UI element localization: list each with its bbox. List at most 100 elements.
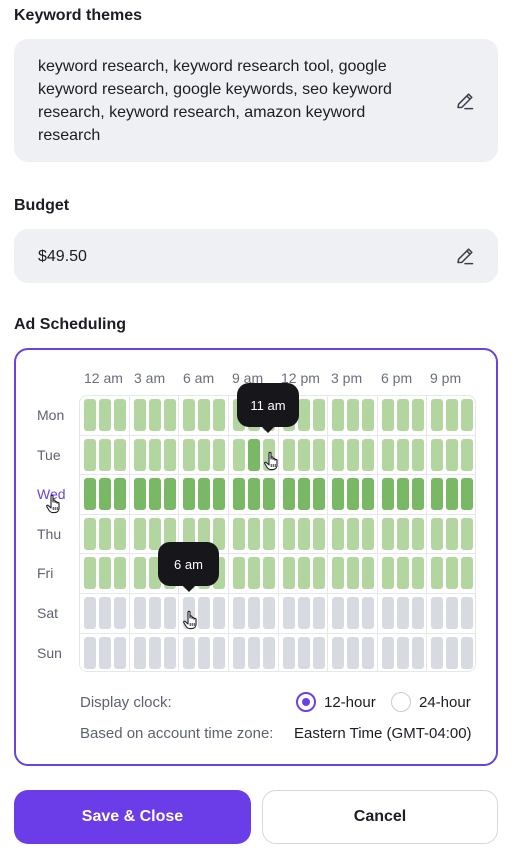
schedule-slot[interactable]	[332, 399, 345, 431]
schedule-slot[interactable]	[99, 597, 111, 629]
schedule-slot[interactable]	[396, 438, 409, 471]
schedule-slot[interactable]	[446, 478, 459, 511]
schedule-slot[interactable]	[411, 636, 424, 669]
schedule-slot[interactable]	[84, 438, 96, 471]
schedule-slot[interactable]	[198, 399, 211, 431]
schedule-slot[interactable]	[362, 517, 375, 550]
schedule-slot[interactable]	[381, 399, 394, 431]
schedule-slot[interactable]	[133, 597, 146, 629]
schedule-slot[interactable]	[332, 517, 345, 550]
schedule-slot[interactable]	[396, 399, 409, 431]
pencil-icon[interactable]	[454, 90, 476, 112]
schedule-slot[interactable]	[381, 438, 394, 471]
schedule-slot[interactable]	[232, 517, 245, 550]
schedule-slot[interactable]	[461, 517, 474, 550]
save-close-button[interactable]: Save & Close	[14, 790, 251, 844]
schedule-slot[interactable]	[148, 399, 161, 431]
schedule-slot[interactable]	[282, 438, 295, 471]
schedule-slot[interactable]	[114, 597, 126, 629]
schedule-slot[interactable]	[262, 517, 275, 550]
schedule-slot[interactable]	[84, 478, 96, 511]
schedule-slot[interactable]	[297, 517, 310, 550]
radio-24-hour-label[interactable]: 24-hour	[419, 694, 471, 711]
schedule-slot[interactable]	[84, 557, 96, 590]
schedule-slot[interactable]	[163, 478, 176, 511]
schedule-slot[interactable]	[198, 636, 211, 669]
schedule-slot[interactable]	[133, 557, 146, 590]
schedule-slot[interactable]	[347, 557, 360, 590]
schedule-slot[interactable]	[247, 478, 260, 511]
schedule-slot[interactable]	[262, 636, 275, 669]
schedule-slot[interactable]	[312, 557, 325, 590]
schedule-slot[interactable]	[282, 636, 295, 669]
schedule-slot[interactable]	[411, 399, 424, 431]
schedule-slot[interactable]	[262, 597, 275, 629]
schedule-slot[interactable]	[431, 557, 444, 590]
schedule-slot[interactable]	[183, 478, 196, 511]
schedule-slot[interactable]	[411, 438, 424, 471]
schedule-slot[interactable]	[114, 517, 126, 550]
schedule-slot[interactable]	[213, 438, 226, 471]
schedule-slot[interactable]	[163, 438, 176, 471]
radio-12-hour-label[interactable]: 12-hour	[324, 694, 376, 711]
schedule-slot[interactable]	[461, 399, 474, 431]
budget-field[interactable]: $49.50	[14, 229, 498, 283]
schedule-slot[interactable]	[411, 597, 424, 629]
schedule-slot[interactable]	[362, 478, 375, 511]
schedule-slot[interactable]	[312, 636, 325, 669]
schedule-slot[interactable]	[446, 438, 459, 471]
schedule-slot[interactable]	[213, 399, 226, 431]
schedule-slot[interactable]	[114, 557, 126, 590]
schedule-slot[interactable]	[362, 399, 375, 431]
schedule-slot[interactable]	[347, 517, 360, 550]
schedule-slot[interactable]	[213, 636, 226, 669]
cancel-button[interactable]: Cancel	[262, 790, 498, 844]
schedule-slot[interactable]	[99, 636, 111, 669]
schedule-slot[interactable]	[213, 597, 226, 629]
schedule-slot[interactable]	[297, 399, 310, 431]
schedule-slot[interactable]	[133, 478, 146, 511]
schedule-slot[interactable]	[183, 636, 196, 669]
schedule-slot[interactable]	[381, 478, 394, 511]
schedule-slot[interactable]	[312, 478, 325, 511]
schedule-slot[interactable]	[396, 478, 409, 511]
schedule-slot[interactable]	[312, 517, 325, 550]
schedule-slot[interactable]	[282, 597, 295, 629]
schedule-slot[interactable]	[461, 557, 474, 590]
schedule-slot[interactable]	[163, 597, 176, 629]
schedule-slot[interactable]	[114, 478, 126, 511]
schedule-slot[interactable]	[84, 517, 96, 550]
schedule-slot[interactable]	[183, 517, 196, 550]
schedule-slot[interactable]	[148, 438, 161, 471]
schedule-slot[interactable]	[133, 438, 146, 471]
schedule-slot[interactable]	[347, 597, 360, 629]
schedule-slot[interactable]	[84, 636, 96, 669]
schedule-slot[interactable]	[411, 557, 424, 590]
schedule-slot[interactable]	[163, 399, 176, 431]
schedule-slot[interactable]	[362, 438, 375, 471]
schedule-slot[interactable]	[198, 517, 211, 550]
schedule-slot[interactable]	[133, 517, 146, 550]
schedule-slot[interactable]	[446, 597, 459, 629]
schedule-slot[interactable]	[163, 636, 176, 669]
schedule-slot[interactable]	[247, 597, 260, 629]
schedule-slot[interactable]	[431, 438, 444, 471]
schedule-slot[interactable]	[332, 557, 345, 590]
schedule-slot[interactable]	[183, 438, 196, 471]
schedule-slot[interactable]	[396, 517, 409, 550]
schedule-slot[interactable]	[247, 517, 260, 550]
pencil-icon[interactable]	[454, 245, 476, 267]
schedule-slot[interactable]	[99, 438, 111, 471]
schedule-slot[interactable]	[262, 478, 275, 511]
schedule-slot[interactable]	[297, 636, 310, 669]
schedule-slot[interactable]	[84, 597, 96, 629]
schedule-slot[interactable]	[411, 478, 424, 511]
schedule-slot[interactable]	[198, 438, 211, 471]
schedule-slot[interactable]	[347, 399, 360, 431]
schedule-slot[interactable]	[312, 597, 325, 629]
day-label-fri[interactable]: Fri	[37, 565, 54, 582]
schedule-slot[interactable]	[114, 399, 126, 431]
schedule-slot[interactable]	[247, 636, 260, 669]
schedule-slot[interactable]	[332, 597, 345, 629]
schedule-slot[interactable]	[431, 399, 444, 431]
